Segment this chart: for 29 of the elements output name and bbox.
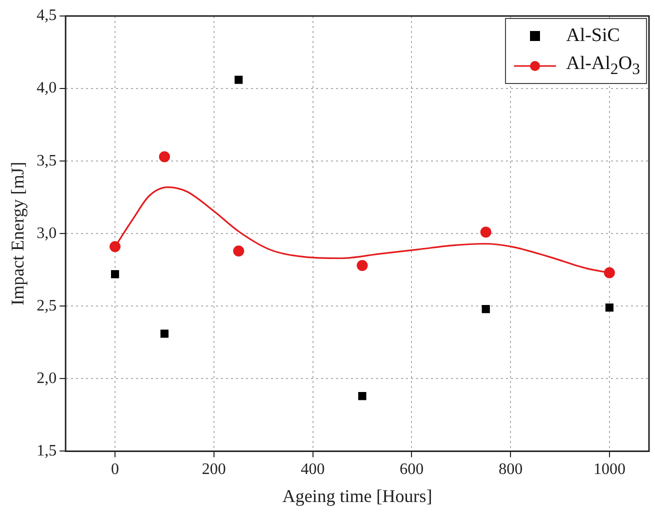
- x-tick-label: 1000: [593, 461, 626, 478]
- y-tick-label: 1,5: [36, 442, 57, 460]
- y-tick-label: 2,0: [36, 370, 57, 387]
- point: [234, 76, 243, 84]
- point: [110, 241, 121, 252]
- legend-label: Al-Al$_{2}$O$_{3}$: [566, 53, 640, 79]
- x-axis-title: Ageing time [Hours]: [282, 486, 432, 506]
- point: [233, 246, 244, 257]
- y-tick-label: 4,5: [36, 7, 57, 24]
- x-tick-label: 0: [111, 461, 120, 478]
- x-tick-label: 400: [300, 461, 325, 478]
- x-tick-label: 800: [498, 461, 523, 478]
- x-tick-label: 200: [202, 461, 226, 478]
- point: [358, 392, 366, 400]
- y-tick-label: 3,0: [36, 224, 57, 242]
- point: [482, 305, 490, 314]
- y-axis-title: Impact Energy [mJ]: [8, 162, 28, 306]
- point: [158, 151, 170, 162]
- legend-label: Al-SiC: [566, 25, 620, 47]
- point: [480, 226, 492, 238]
- y-tick-label: 3,5: [36, 152, 57, 170]
- y-tick-label: 4,0: [36, 80, 57, 97]
- point: [160, 330, 169, 338]
- point: [604, 267, 615, 278]
- x-tick-label: 600: [400, 461, 424, 478]
- y-tick-label: 2,5: [36, 297, 57, 314]
- point: [111, 270, 120, 278]
- point: [356, 260, 368, 272]
- point: [605, 304, 614, 312]
